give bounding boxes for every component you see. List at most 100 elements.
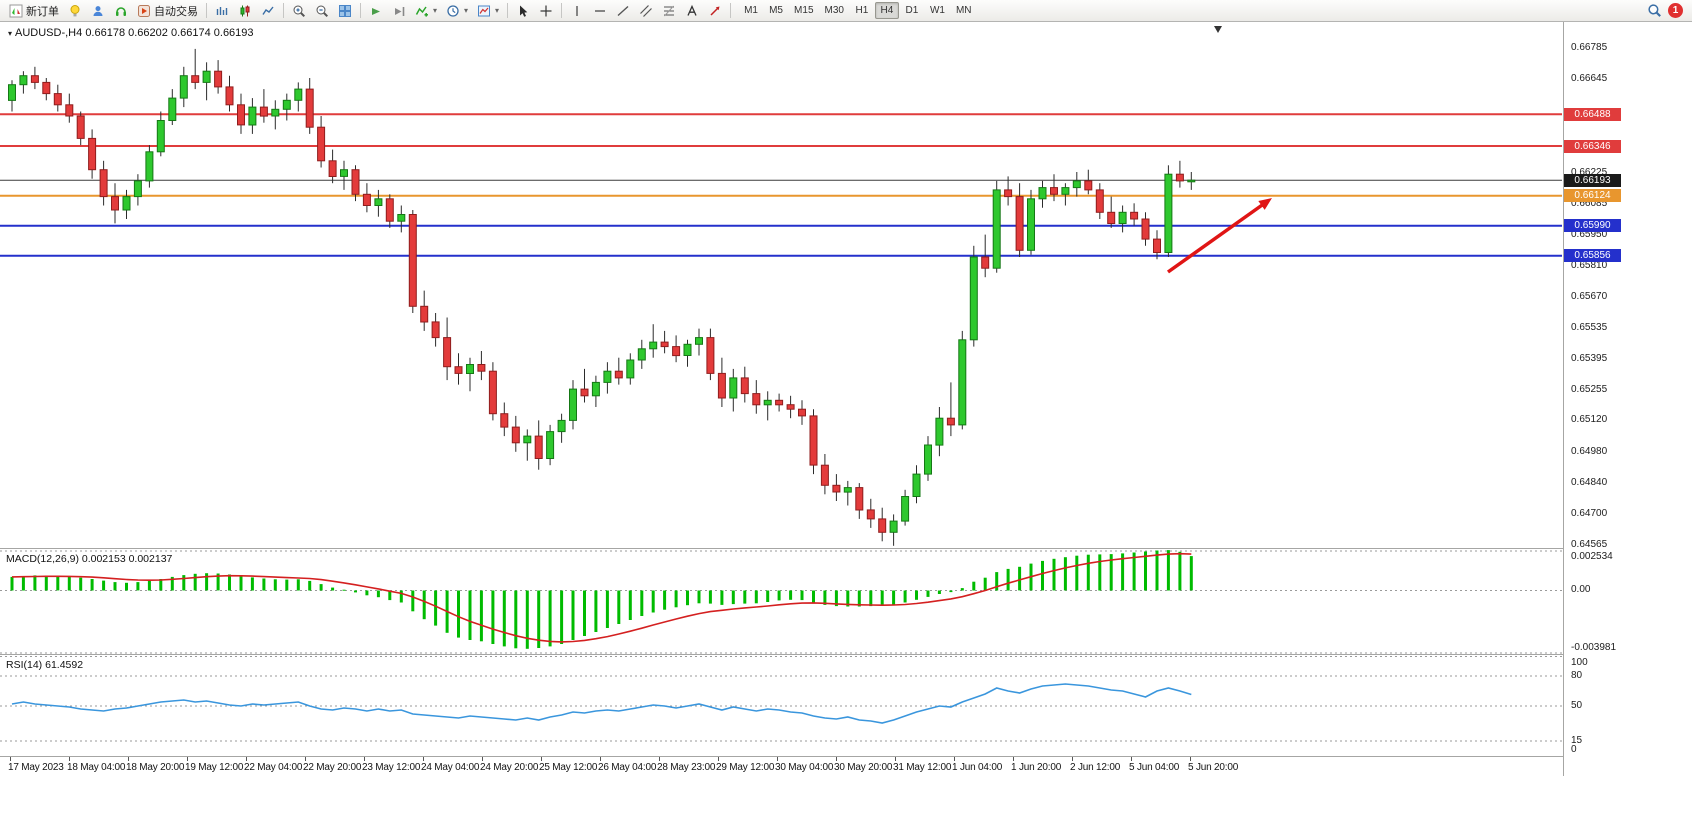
rsi-scale-label: 50 xyxy=(1571,700,1583,711)
profile-button[interactable] xyxy=(87,1,109,20)
time-axis-label: 5 Jun 20:00 xyxy=(1188,762,1239,773)
rsi-scale-label: 80 xyxy=(1571,670,1583,681)
time-axis-label: 28 May 23:00 xyxy=(657,762,716,773)
auto-trading-label: 自动交易 xyxy=(154,5,198,18)
bar-chart-button[interactable] xyxy=(211,1,233,20)
time-axis-label: 29 May 12:00 xyxy=(716,762,775,773)
auto-scroll-button[interactable] xyxy=(365,1,387,20)
time-axis-tick xyxy=(659,757,660,761)
line-chart-button[interactable] xyxy=(257,1,279,20)
macd-indicator-panel[interactable] xyxy=(0,550,1562,654)
macd-signal-line xyxy=(11,552,1192,643)
lightbulb-icon xyxy=(70,4,80,16)
arrow-draw-icon xyxy=(710,6,720,16)
alerts-button[interactable] xyxy=(64,1,86,20)
text-icon xyxy=(687,4,697,16)
tile-windows-icon xyxy=(339,4,351,17)
time-axis-tick xyxy=(954,757,955,761)
timeframe-button-w1[interactable]: W1 xyxy=(929,5,945,16)
toolbar-separator xyxy=(360,3,361,18)
arrow-tool-button[interactable] xyxy=(704,1,726,20)
price-axis-label: 0.65255 xyxy=(1571,384,1608,395)
price-axis-label: 0.65950 xyxy=(1571,229,1608,240)
time-axis-tick xyxy=(1072,757,1073,761)
time-axis-tick xyxy=(10,757,11,761)
cursor-tool-button[interactable] xyxy=(512,1,534,20)
timeframe-button-d1[interactable]: D1 xyxy=(905,5,919,16)
text-tool-button[interactable] xyxy=(681,1,703,20)
new-order-label: 新订单 xyxy=(26,5,59,18)
candlestick-chart-button[interactable] xyxy=(234,1,256,20)
periods-button[interactable]: ▾ xyxy=(442,1,472,20)
notification-badge[interactable]: 1 xyxy=(1668,3,1683,18)
indicators-icon xyxy=(415,6,428,17)
vertical-line-tool-button[interactable] xyxy=(566,1,588,20)
timeframe-button-m30[interactable]: M30 xyxy=(824,5,844,16)
timeframe-button-mn[interactable]: MN xyxy=(955,5,972,16)
time-axis-tick xyxy=(895,757,896,761)
chart-shift-button[interactable] xyxy=(388,1,410,20)
chevron-down-icon: ▾ xyxy=(495,6,500,15)
auto-trading-button[interactable]: 自动交易 xyxy=(133,1,202,20)
timeframe-button-h1[interactable]: H1 xyxy=(855,5,869,16)
support-button[interactable] xyxy=(110,1,132,20)
headset-icon xyxy=(116,6,126,16)
toolbar-right: 1 xyxy=(1647,3,1687,18)
time-axis-label: 5 Jun 04:00 xyxy=(1129,762,1180,773)
trend-arrow-annotation[interactable] xyxy=(1166,198,1272,274)
macd-scale-label: 0.00 xyxy=(1571,584,1591,595)
channel-tool-button[interactable] xyxy=(635,1,657,20)
time-axis-tick xyxy=(1013,757,1014,761)
new-order-button[interactable]: 新订单 xyxy=(5,1,63,20)
price-axis-label: 0.64700 xyxy=(1571,508,1608,519)
rsi-scale-label: 100 xyxy=(1571,657,1588,668)
zoom-out-icon xyxy=(316,5,329,17)
price-badge-resistance-1: 0.66488 xyxy=(1564,108,1621,121)
time-axis-label: 25 May 12:00 xyxy=(539,762,598,773)
time-axis-tick xyxy=(423,757,424,761)
price-axis-label: 0.65120 xyxy=(1571,414,1608,425)
tile-windows-button[interactable] xyxy=(334,1,356,20)
crosshair-tool-button[interactable] xyxy=(535,1,557,20)
equidistant-channel-icon xyxy=(640,4,652,17)
time-axis-tick xyxy=(541,757,542,761)
price-badge-pivot-line: 0.66124 xyxy=(1564,189,1621,202)
chevron-down-icon: ▾ xyxy=(464,6,469,15)
price-scale[interactable]: 0.66785 0.66645 0.66225 0.66085 0.65950 0.658… xyxy=(1564,22,1692,776)
templates-button[interactable]: ▾ xyxy=(473,1,503,20)
timeframe-button-m5[interactable]: M5 xyxy=(769,5,783,16)
timeframe-button-m1[interactable]: M1 xyxy=(744,5,758,16)
time-axis-tick xyxy=(777,757,778,761)
search-icon[interactable] xyxy=(1647,3,1662,18)
time-axis-label: 18 May 04:00 xyxy=(67,762,126,773)
time-axis-tick xyxy=(718,757,719,761)
price-axis-label: 0.66085 xyxy=(1571,198,1608,209)
crosshair-icon xyxy=(540,5,552,16)
time-axis[interactable]: 17 May 2023 18 May 04:00 18 May 20:00 19 Ma… xyxy=(0,756,1563,776)
zoom-in-button[interactable] xyxy=(288,1,310,20)
panel-divider[interactable] xyxy=(0,654,1692,655)
horizontal-line-tool-button[interactable] xyxy=(589,1,611,20)
rsi-indicator-panel[interactable] xyxy=(0,656,1562,756)
trendline-tool-button[interactable] xyxy=(612,1,634,20)
price-axis-label: 0.65670 xyxy=(1571,291,1608,302)
clock-icon xyxy=(447,4,459,17)
fibonacci-tool-button[interactable] xyxy=(658,1,680,20)
panel-divider[interactable] xyxy=(0,548,1692,549)
time-axis-tick xyxy=(246,757,247,761)
price-axis-label: 0.64980 xyxy=(1571,446,1608,457)
main-price-chart[interactable] xyxy=(0,22,1562,548)
timeframe-button-h4[interactable]: H4 xyxy=(874,2,899,19)
zoom-in-icon xyxy=(293,5,306,17)
zoom-out-button[interactable] xyxy=(311,1,333,20)
indicators-button[interactable]: ▾ xyxy=(411,1,441,20)
time-axis-label: 24 May 04:00 xyxy=(421,762,480,773)
macd-scale-label: 0.002534 xyxy=(1571,551,1613,562)
fibonacci-icon xyxy=(664,5,675,16)
price-axis-label: 0.66785 xyxy=(1571,42,1608,53)
time-axis-label: 31 May 12:00 xyxy=(893,762,952,773)
time-axis-tick xyxy=(600,757,601,761)
timeframe-button-m15[interactable]: M15 xyxy=(794,5,814,16)
price-shift-marker[interactable] xyxy=(1214,26,1222,33)
